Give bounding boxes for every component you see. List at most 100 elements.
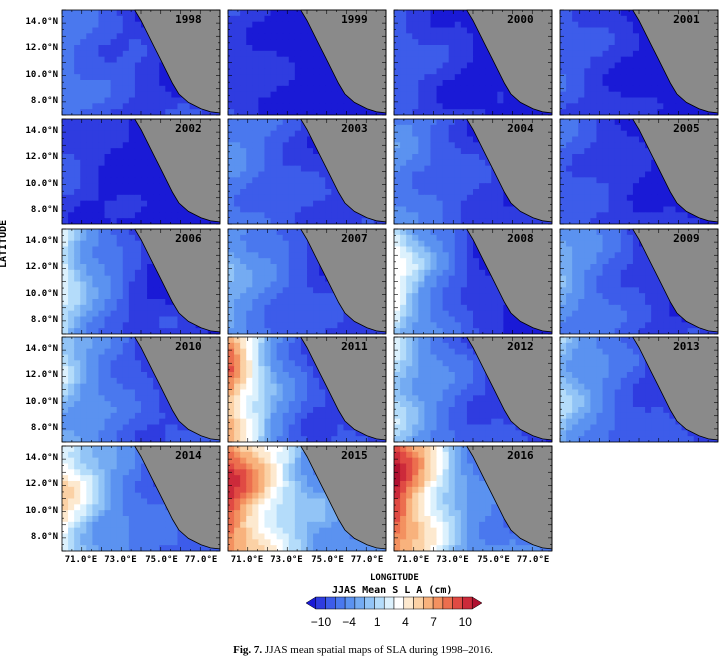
sla-cell — [620, 21, 628, 29]
sla-cell — [572, 119, 579, 126]
sla-cell — [141, 206, 148, 213]
sla-cell — [400, 281, 407, 288]
sla-cell — [141, 218, 148, 224]
sla-cell — [92, 316, 100, 323]
sla-cell — [228, 74, 235, 81]
sla-cell — [400, 194, 407, 202]
sla-cell — [418, 264, 425, 271]
sla-cell — [590, 97, 598, 104]
sla-cell — [406, 165, 413, 173]
sla-cell — [122, 159, 130, 167]
sla-cell — [134, 165, 142, 173]
sla-cell — [460, 68, 468, 75]
sla-cell — [122, 246, 130, 253]
sla-cell — [394, 154, 401, 161]
sla-cell — [578, 56, 585, 64]
sla-cell — [491, 281, 498, 288]
sla-cell — [331, 293, 338, 300]
sla-cell — [86, 142, 93, 149]
sla-cell — [473, 91, 480, 99]
sla-cell — [349, 212, 357, 219]
sla-cell — [228, 246, 235, 253]
sla-cell — [418, 136, 425, 143]
sla-cell — [234, 189, 241, 196]
sla-cell — [276, 103, 284, 110]
sla-cell — [68, 275, 75, 283]
sla-cell — [128, 310, 136, 318]
sla-cell — [448, 85, 456, 93]
sla-cell — [246, 304, 253, 312]
sla-cell — [448, 21, 456, 29]
sla-cell — [645, 68, 652, 75]
sla-cell — [282, 39, 290, 46]
sla-cell — [165, 85, 172, 93]
sla-cell — [288, 56, 296, 64]
sla-cell — [246, 258, 253, 265]
sla-cell — [270, 97, 278, 104]
sla-cell — [657, 85, 664, 93]
sla-cell — [626, 91, 634, 99]
sla-cell — [620, 218, 628, 224]
sla-cell — [406, 74, 413, 81]
sla-cell — [626, 136, 634, 143]
sla-cell — [122, 27, 130, 34]
sla-cell — [448, 200, 456, 208]
sla-cell — [288, 159, 296, 167]
sla-cell — [485, 109, 492, 115]
sla-cell — [92, 189, 100, 196]
sla-cell — [485, 189, 492, 196]
sla-cell — [331, 85, 338, 93]
sla-cell — [234, 234, 241, 242]
sla-cell — [288, 328, 296, 334]
sla-cell — [566, 27, 573, 34]
sla-cell — [264, 264, 272, 271]
sla-cell — [300, 109, 308, 115]
sla-cell — [104, 142, 112, 149]
sla-cell — [663, 194, 670, 202]
sla-cell — [460, 240, 468, 248]
sla-cell — [614, 194, 622, 202]
sla-cell — [74, 10, 81, 17]
sla-cell — [234, 171, 241, 178]
sla-cell — [234, 281, 241, 288]
sla-cell — [74, 80, 81, 87]
sla-cell — [632, 177, 640, 184]
sla-cell — [141, 246, 148, 253]
sla-cell — [116, 62, 124, 69]
sla-cell — [400, 50, 407, 58]
sla-cell — [68, 229, 75, 236]
sla-cell — [602, 148, 610, 155]
sla-cell — [270, 316, 278, 323]
sla-cell — [343, 322, 351, 329]
sla-cell — [608, 15, 616, 23]
sla-cell — [313, 258, 320, 265]
sla-cell — [252, 234, 259, 242]
sla-cell — [86, 206, 93, 213]
sla-cell — [436, 68, 444, 75]
sla-cell — [645, 206, 652, 213]
sla-cell — [454, 206, 462, 213]
sla-cell — [325, 68, 332, 75]
sla-cell — [448, 119, 456, 126]
sla-cell — [639, 74, 646, 81]
sla-cell — [466, 148, 474, 155]
sla-cell — [92, 130, 100, 138]
sla-cell — [412, 124, 419, 132]
sla-cell — [300, 316, 308, 323]
year-label: 2005 — [673, 122, 700, 135]
sla-cell — [442, 10, 450, 17]
sla-cell — [92, 240, 100, 248]
sla-cell — [626, 148, 634, 155]
sla-cell — [448, 264, 456, 271]
sla-cell — [602, 171, 610, 178]
sla-cell — [442, 97, 450, 104]
sla-cell — [258, 148, 266, 155]
sla-cell — [74, 91, 81, 99]
sla-cell — [578, 189, 585, 196]
sla-cell — [412, 142, 419, 149]
sla-cell — [110, 97, 118, 104]
sla-cell — [110, 148, 118, 155]
sla-cell — [394, 56, 401, 64]
sla-cell — [614, 183, 622, 190]
sla-cell — [153, 304, 160, 312]
